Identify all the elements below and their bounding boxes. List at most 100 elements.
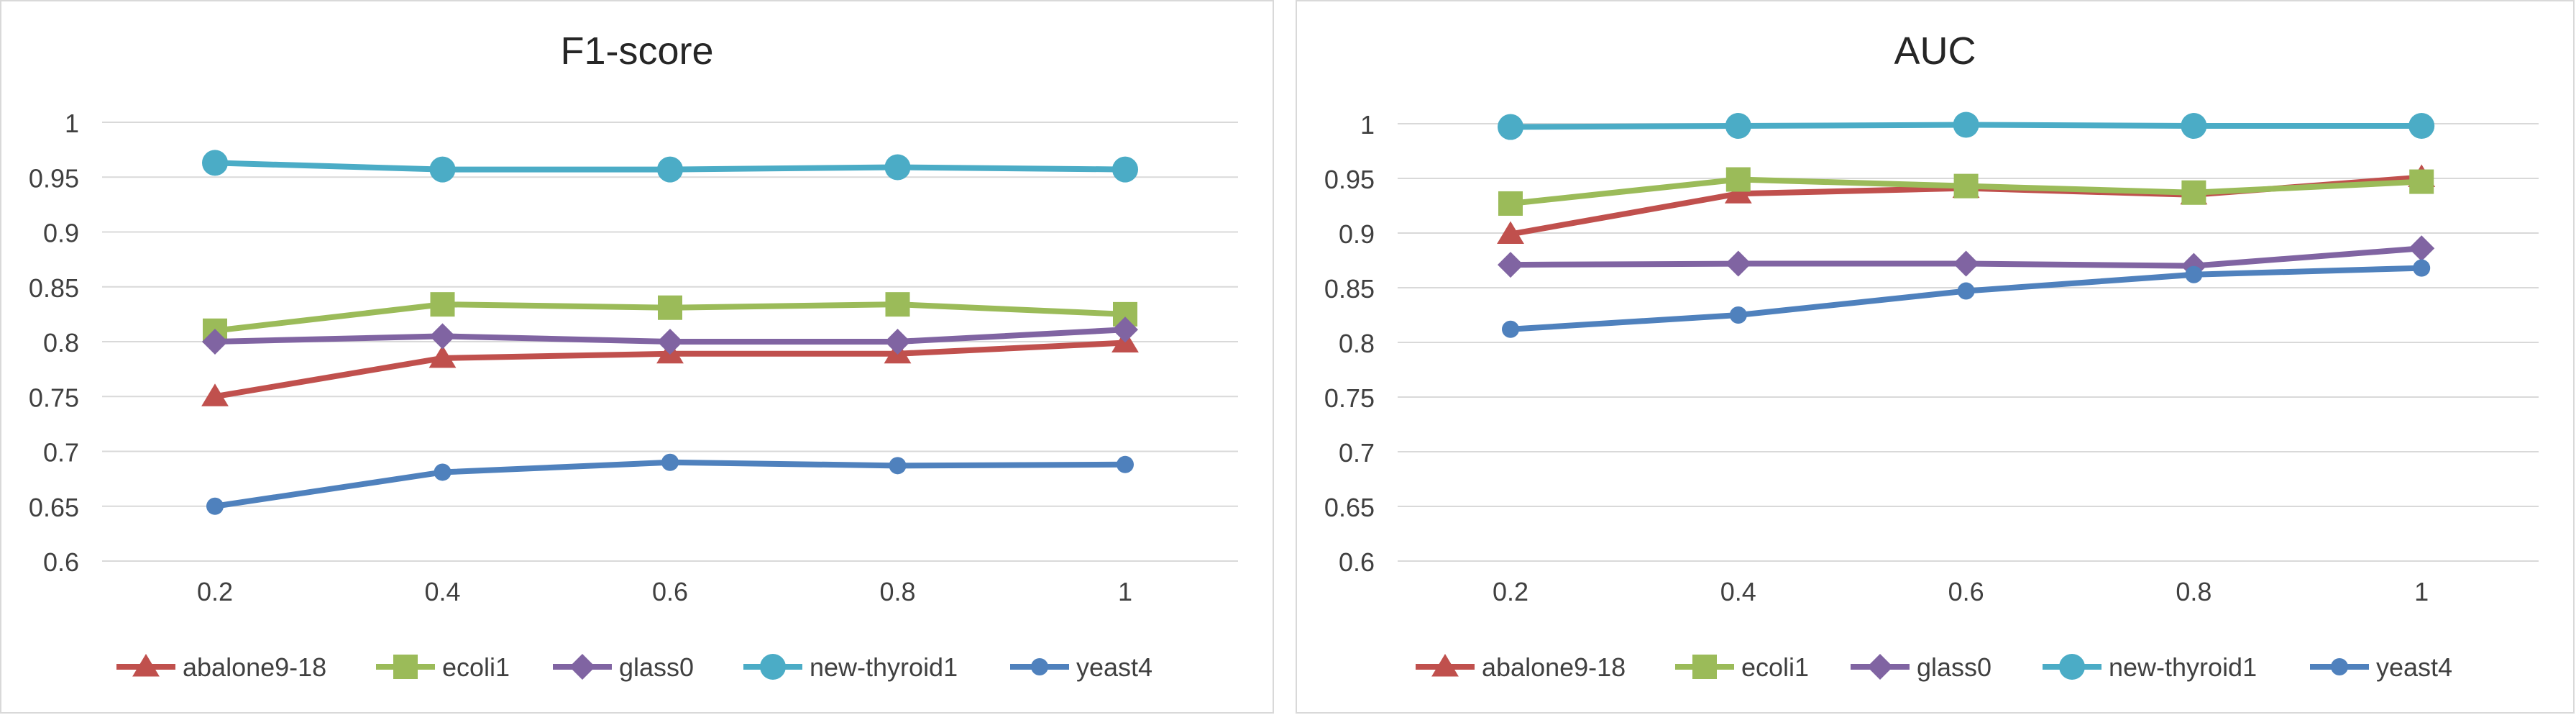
legend-item: ecoli1 — [376, 652, 510, 682]
y-tick-label: 0.9 — [1339, 219, 1375, 249]
data-point — [201, 383, 229, 406]
data-point — [1498, 114, 1523, 140]
data-point — [661, 453, 679, 471]
x-tick-label: 0.2 — [1493, 577, 1528, 606]
data-point — [885, 292, 910, 317]
data-point — [434, 463, 452, 481]
data-point — [1117, 455, 1134, 473]
legend-marker — [760, 654, 786, 680]
series-new-thyroid1 — [1498, 111, 2435, 140]
legend-item: glass0 — [1851, 652, 1991, 682]
data-point — [658, 295, 682, 320]
y-tick-label: 0.8 — [43, 328, 79, 358]
legend-item: glass0 — [553, 652, 694, 682]
legend-item: ecoli1 — [1675, 652, 1809, 682]
data-point — [889, 457, 907, 475]
series-yeast4 — [206, 453, 1134, 515]
legend-marker — [132, 654, 160, 677]
legend-item: yeast4 — [2310, 652, 2452, 682]
y-tick-label: 0.85 — [29, 273, 79, 303]
legend-marker — [1031, 658, 1048, 675]
legend-label: new-thyroid1 — [810, 652, 958, 682]
x-tick-label: 0.6 — [1948, 577, 1984, 606]
legend-item: abalone9-18 — [116, 652, 326, 682]
chart-panel-f1-score: F1-score 0.6 0.65 0.7 0.75 0.8 0.85 0.9 0.95 1 0.… — [0, 0, 1274, 714]
y-tick-label: 0.75 — [1324, 383, 1375, 413]
data-point — [2181, 113, 2207, 140]
x-axis-tick-labels: 0.2 0.4 0.6 0.8 1 — [197, 577, 1132, 606]
data-point — [1497, 221, 1524, 245]
data-point — [657, 156, 683, 183]
legend-label: yeast4 — [1076, 652, 1152, 682]
series-ecoli1 — [1498, 167, 2434, 216]
legend-label: glass0 — [619, 652, 694, 682]
legend-marker — [2059, 654, 2085, 680]
data-point — [2181, 180, 2206, 205]
legend-marker — [2331, 658, 2348, 675]
data-point — [1112, 316, 1138, 343]
data-point — [202, 329, 228, 355]
data-point — [1953, 111, 1979, 138]
y-tick-label: 0.8 — [1339, 329, 1375, 358]
data-point — [202, 150, 228, 176]
legend-marker — [1867, 654, 1893, 680]
data-point — [1729, 306, 1747, 324]
data-point — [1725, 167, 1751, 192]
legend-item: yeast4 — [1010, 652, 1152, 682]
data-point — [1498, 191, 1523, 216]
series-new-thyroid1 — [202, 150, 1138, 183]
chart-panel-auc: AUC 0.6 0.65 0.7 0.75 0.8 0.85 0.9 0.95 1 0.2 0.4 0… — [1296, 0, 2575, 714]
data-point — [1725, 250, 1751, 277]
data-point — [1498, 252, 1523, 278]
data-point — [1725, 113, 1751, 140]
y-tick-label: 0.75 — [29, 383, 79, 412]
data-point — [657, 329, 683, 355]
x-tick-label: 0.8 — [879, 577, 915, 606]
data-point — [2408, 235, 2435, 262]
x-tick-label: 0.6 — [652, 577, 688, 606]
y-tick-label: 0.6 — [1339, 547, 1375, 577]
legend-item: abalone9-18 — [1416, 652, 1626, 682]
legend-label: abalone9-18 — [1482, 652, 1626, 682]
x-tick-label: 0.8 — [2176, 577, 2211, 606]
legend-label: new-thyroid1 — [2109, 652, 2257, 682]
legend-label: abalone9-18 — [183, 652, 326, 682]
y-tick-label: 0.95 — [29, 163, 79, 193]
data-point — [2409, 169, 2434, 194]
x-tick-label: 1 — [2414, 577, 2429, 606]
legend-label: ecoli1 — [1741, 652, 1809, 682]
data-point — [430, 292, 455, 317]
data-point — [884, 329, 911, 355]
data-point — [1502, 320, 1519, 338]
x-tick-label: 1 — [1118, 577, 1132, 606]
data-point — [1112, 156, 1138, 183]
legend: abalone9-18 ecoli1 glass0 new-thyroid1 yeast… — [116, 652, 1152, 682]
legend-marker — [393, 655, 418, 679]
data-point — [1953, 250, 1979, 277]
x-tick-label: 0.4 — [424, 577, 460, 606]
series-glass0 — [1498, 235, 2435, 279]
y-tick-label: 0.7 — [1339, 438, 1375, 468]
legend-label: yeast4 — [2376, 652, 2452, 682]
data-point — [428, 345, 457, 368]
y-axis-tick-labels: 0.6 0.65 0.7 0.75 0.8 0.85 0.9 0.95 1 — [1324, 110, 1375, 577]
gridlines — [102, 122, 1238, 562]
series-yeast4 — [1502, 259, 2431, 338]
data-point — [2413, 259, 2431, 277]
legend-marker — [569, 654, 595, 680]
data-point — [1724, 181, 1752, 204]
y-tick-label: 0.9 — [43, 219, 79, 248]
series-glass0 — [202, 316, 1138, 355]
legend-label: ecoli1 — [442, 652, 510, 682]
y-tick-label: 0.6 — [43, 547, 79, 577]
x-tick-label: 0.2 — [197, 577, 233, 606]
y-tick-label: 1 — [1360, 110, 1375, 140]
legend-marker — [1431, 654, 1459, 677]
y-tick-label: 0.85 — [1324, 274, 1375, 304]
y-tick-label: 0.7 — [43, 438, 79, 468]
data-point — [1957, 282, 1975, 300]
chart-title: F1-score — [560, 29, 714, 73]
legend-item: new-thyroid1 — [743, 652, 958, 682]
